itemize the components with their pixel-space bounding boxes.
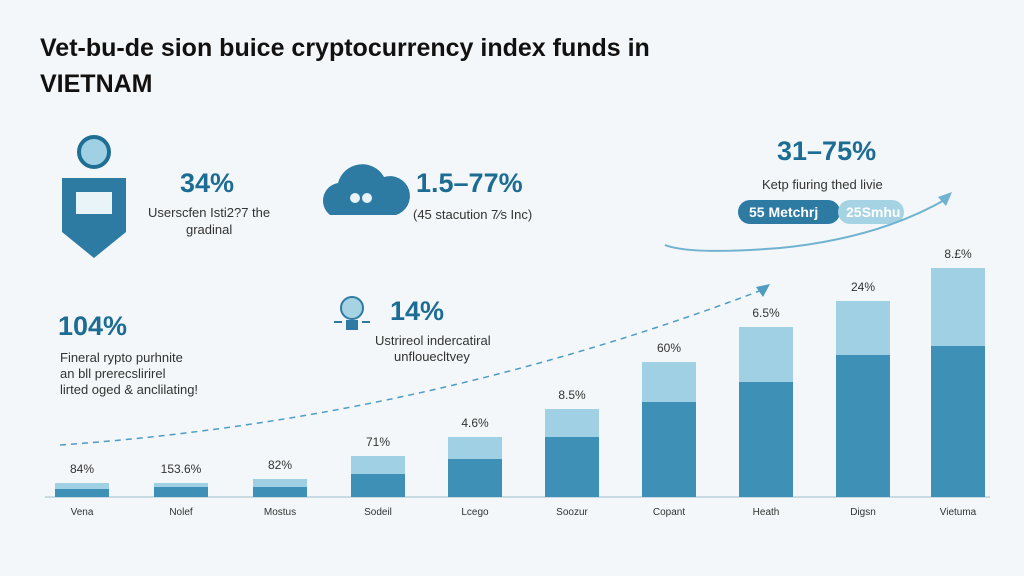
bar-bottom bbox=[545, 437, 599, 497]
swoosh-arrow bbox=[664, 197, 949, 252]
bar-label: 8.£% bbox=[944, 247, 972, 261]
bar-label: 82% bbox=[268, 458, 292, 472]
stat-text: (45 stacution 7⁄s Inc) bbox=[413, 207, 532, 222]
bar-label: 8.5% bbox=[558, 388, 586, 402]
stat-text: gradinal bbox=[186, 222, 232, 237]
stat-value: 34% bbox=[180, 168, 234, 198]
stat-text: Fineral rypto purhnite bbox=[60, 350, 183, 365]
bar-bottom bbox=[931, 346, 985, 497]
category-label: Copant bbox=[653, 507, 685, 518]
category-label: Vietuma bbox=[940, 507, 977, 518]
bulb-icon bbox=[334, 296, 370, 330]
stat-value: 14% bbox=[390, 296, 444, 326]
bar-top bbox=[642, 362, 696, 402]
bar-bottom bbox=[55, 489, 109, 497]
cloud-icon bbox=[322, 164, 410, 215]
stat-text: Ketp fiuring thed livie bbox=[762, 177, 883, 192]
category-label: Sodeil bbox=[364, 507, 392, 518]
stat-text: unflouecltvey bbox=[394, 349, 470, 364]
category-label: Vena bbox=[71, 507, 94, 518]
bar-bottom bbox=[642, 402, 696, 497]
category-label: Mostus bbox=[264, 507, 296, 518]
pill-text: 55 Metchrj bbox=[749, 204, 818, 220]
bar-bottom bbox=[448, 459, 502, 497]
stat-text: Ustrireol indercatiral bbox=[375, 333, 491, 348]
bar-top bbox=[154, 483, 208, 487]
stat-value: 104% bbox=[58, 311, 127, 341]
arrow-head bbox=[938, 192, 952, 206]
title-line: Vet-bu-de sion buice cryptocurrency inde… bbox=[40, 34, 650, 62]
bar-label: 153.6% bbox=[161, 462, 202, 476]
bar-top bbox=[739, 327, 793, 382]
bar-bottom bbox=[739, 382, 793, 497]
bar-top bbox=[545, 409, 599, 437]
stat-text: lirted oged & anclilating! bbox=[60, 382, 198, 397]
bar-label: 84% bbox=[70, 462, 94, 476]
bar-bottom bbox=[253, 487, 307, 497]
bar-label: 71% bbox=[366, 435, 390, 449]
bar-top bbox=[836, 301, 890, 355]
bar-label: 24% bbox=[851, 280, 875, 294]
bar-top bbox=[351, 456, 405, 474]
trend-line bbox=[59, 289, 763, 446]
bar-label: 60% bbox=[657, 341, 681, 355]
bar-bottom bbox=[154, 487, 208, 497]
bar-top bbox=[448, 437, 502, 459]
shield-icon bbox=[62, 135, 126, 258]
category-label: Heath bbox=[753, 507, 780, 518]
bar-top bbox=[55, 483, 109, 489]
pill bbox=[738, 200, 840, 224]
arrow-head bbox=[756, 284, 770, 297]
category-label: Soozur bbox=[556, 507, 588, 518]
bar-top bbox=[931, 268, 985, 346]
bar-bottom bbox=[351, 474, 405, 497]
bar-label: 4.6% bbox=[461, 416, 489, 430]
stat-value: 1.5–77% bbox=[416, 168, 523, 198]
bars: 84% Vena 153.6% Nolef 82% Mostus 71% Sodeil 4.6%… bbox=[55, 247, 985, 518]
category-label: Lcego bbox=[461, 507, 489, 518]
pill-text: 25Smhu bbox=[846, 204, 900, 220]
bar-top bbox=[253, 479, 307, 487]
stat-value: 31–75% bbox=[777, 136, 876, 166]
title-line: VIETNAM bbox=[40, 70, 153, 98]
pill bbox=[838, 200, 904, 224]
bar-bottom bbox=[836, 355, 890, 497]
category-label: Digsn bbox=[850, 507, 876, 518]
stat-text: Userscfen Isti2?7 the bbox=[148, 205, 270, 220]
category-label: Nolef bbox=[169, 507, 193, 518]
stat-text: an bll prerecslirirel bbox=[60, 366, 166, 381]
bar-label: 6.5% bbox=[752, 306, 780, 320]
